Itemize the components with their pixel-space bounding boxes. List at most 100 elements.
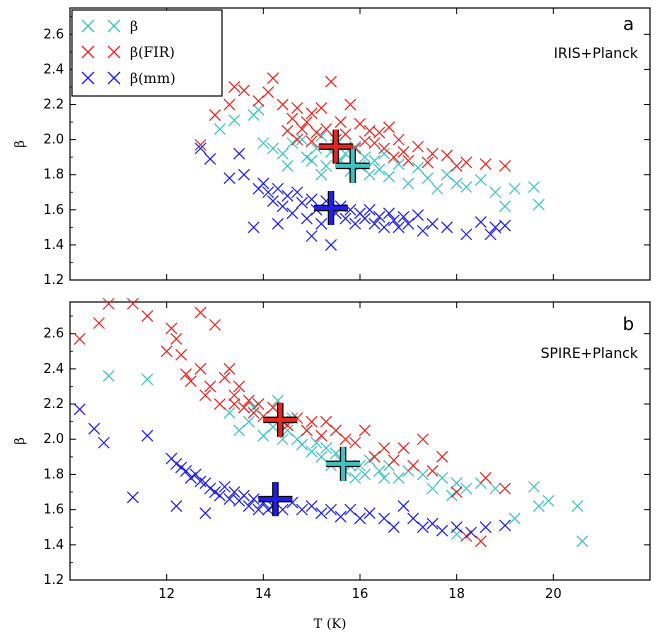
data-point bbox=[364, 125, 375, 136]
data-point bbox=[422, 173, 433, 184]
data-point bbox=[268, 143, 279, 154]
data-point bbox=[475, 536, 486, 547]
data-point bbox=[427, 483, 438, 494]
data-point bbox=[355, 513, 366, 524]
data-point bbox=[224, 99, 235, 110]
data-point bbox=[277, 99, 288, 110]
panel-letter: a bbox=[623, 14, 634, 35]
data-point bbox=[417, 469, 428, 480]
data-point bbox=[253, 104, 264, 115]
data-point bbox=[388, 455, 399, 466]
x-tick-label: 12 bbox=[158, 587, 175, 602]
data-point bbox=[485, 229, 496, 240]
data-point bbox=[316, 430, 327, 441]
data-point bbox=[417, 522, 428, 533]
data-point bbox=[533, 501, 544, 512]
data-point bbox=[442, 169, 453, 180]
data-point bbox=[408, 513, 419, 524]
data-point bbox=[239, 85, 250, 96]
data-point bbox=[229, 81, 240, 92]
data-point bbox=[292, 103, 303, 114]
data-point bbox=[427, 218, 438, 229]
y-tick-label: 2.0 bbox=[43, 133, 64, 148]
y-tick-label: 1.2 bbox=[43, 273, 64, 288]
data-point bbox=[437, 525, 448, 536]
data-point bbox=[272, 218, 283, 229]
data-point bbox=[89, 423, 100, 434]
data-point bbox=[500, 160, 511, 171]
data-point bbox=[413, 210, 424, 221]
data-point bbox=[161, 346, 172, 357]
x-tick-label: 18 bbox=[448, 587, 465, 602]
data-point bbox=[171, 333, 182, 344]
data-point bbox=[500, 220, 511, 231]
data-point bbox=[292, 134, 303, 145]
data-point bbox=[263, 87, 274, 98]
data-point bbox=[268, 402, 279, 413]
data-point bbox=[490, 187, 501, 198]
data-point bbox=[74, 404, 85, 415]
data-point bbox=[403, 178, 414, 189]
data-point bbox=[282, 160, 293, 171]
data-point bbox=[190, 469, 201, 480]
data-point bbox=[388, 522, 399, 533]
data-point bbox=[335, 117, 346, 128]
data-point bbox=[321, 124, 332, 135]
data-point bbox=[451, 160, 462, 171]
data-point bbox=[379, 148, 390, 159]
data-point bbox=[316, 218, 327, 229]
data-point bbox=[127, 298, 138, 309]
data-point bbox=[500, 520, 511, 531]
data-point bbox=[210, 319, 221, 330]
data-point bbox=[306, 231, 317, 242]
data-point bbox=[398, 501, 409, 512]
data-point bbox=[355, 118, 366, 129]
panel-subtitle: SPIRE+Planck bbox=[541, 346, 639, 362]
data-point bbox=[417, 434, 428, 445]
average-marker-fir bbox=[319, 130, 353, 164]
data-point bbox=[432, 183, 443, 194]
data-point bbox=[451, 478, 462, 489]
x-tick-label: 20 bbox=[545, 587, 562, 602]
y-tick-label: 2.6 bbox=[43, 327, 64, 342]
data-point bbox=[205, 153, 216, 164]
data-point bbox=[243, 501, 254, 512]
data-point bbox=[326, 76, 337, 87]
data-point bbox=[306, 501, 317, 512]
data-point bbox=[171, 501, 182, 512]
data-point bbox=[374, 127, 385, 138]
data-point bbox=[243, 395, 254, 406]
data-point bbox=[509, 183, 520, 194]
data-point bbox=[214, 124, 225, 135]
data-point bbox=[103, 298, 114, 309]
data-point bbox=[258, 138, 269, 149]
y-tick-label: 2.4 bbox=[43, 362, 64, 377]
y-tick-label: 1.4 bbox=[43, 238, 64, 253]
data-point bbox=[185, 376, 196, 387]
data-point bbox=[572, 501, 583, 512]
y-tick-label: 2.6 bbox=[43, 27, 64, 42]
data-point bbox=[490, 483, 501, 494]
data-point bbox=[94, 318, 105, 329]
data-point bbox=[330, 425, 341, 436]
data-point bbox=[369, 451, 380, 462]
y-tick-label: 1.4 bbox=[43, 538, 64, 553]
data-point bbox=[451, 522, 462, 533]
data-point bbox=[195, 363, 206, 374]
data-point bbox=[529, 181, 540, 192]
data-point bbox=[379, 143, 390, 154]
average-marker-mm bbox=[258, 482, 292, 516]
data-point bbox=[374, 211, 385, 222]
data-point bbox=[388, 152, 399, 163]
data-point bbox=[297, 124, 308, 135]
data-point bbox=[543, 495, 554, 506]
legend-label-beta: β bbox=[130, 19, 138, 35]
data-point bbox=[287, 113, 298, 124]
data-point bbox=[176, 349, 187, 360]
data-point bbox=[181, 465, 192, 476]
panel-letter: b bbox=[623, 314, 634, 335]
data-point bbox=[234, 425, 245, 436]
series-beta bbox=[214, 104, 544, 212]
y-axis-label: β bbox=[13, 140, 28, 148]
